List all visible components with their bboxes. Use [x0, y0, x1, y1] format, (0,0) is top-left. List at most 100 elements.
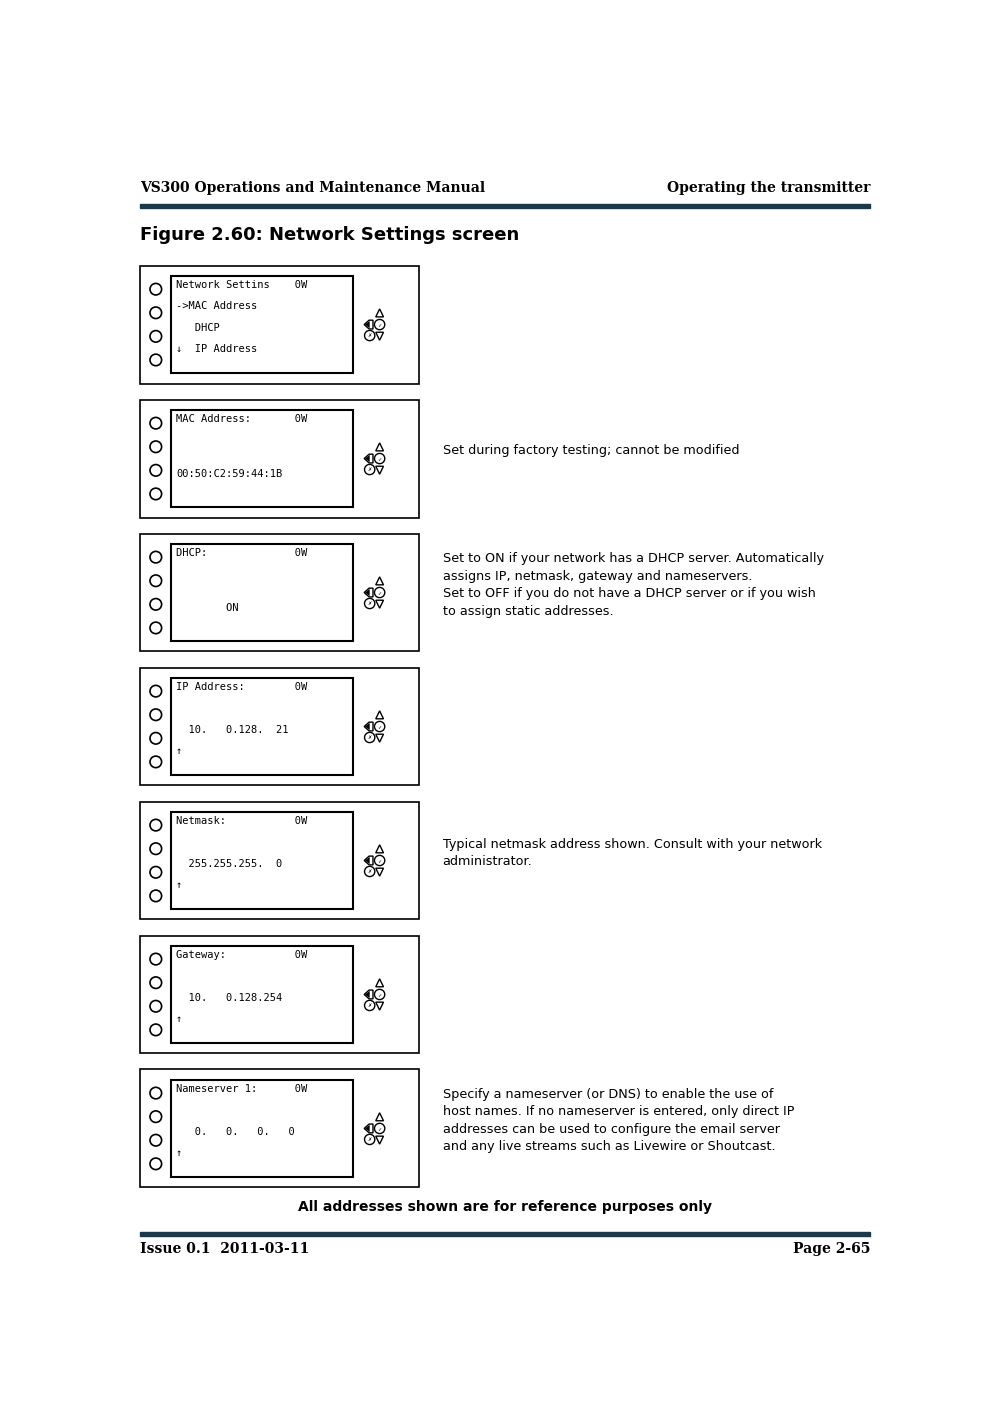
- Text: Gateway:           0W: Gateway: 0W: [176, 950, 308, 960]
- Text: ✗: ✗: [368, 869, 372, 874]
- Text: Nameserver 1:      0W: Nameserver 1: 0W: [176, 1084, 308, 1094]
- Polygon shape: [364, 1124, 373, 1133]
- Polygon shape: [364, 321, 373, 329]
- Text: 00:50:C2:59:44:1B: 00:50:C2:59:44:1B: [176, 469, 282, 479]
- Bar: [140, 399, 419, 517]
- Text: ✓: ✓: [378, 858, 382, 864]
- Text: ↑: ↑: [176, 1149, 182, 1159]
- Circle shape: [375, 989, 385, 999]
- Text: DHCP:              0W: DHCP: 0W: [176, 547, 308, 557]
- Bar: [172, 812, 353, 909]
- Polygon shape: [376, 600, 384, 608]
- Text: ✓: ✓: [378, 456, 382, 462]
- Circle shape: [375, 855, 385, 865]
- Text: Set during factory testing; cannot be modified: Set during factory testing; cannot be mo…: [443, 445, 740, 457]
- Text: ✗: ✗: [368, 467, 372, 472]
- Text: All addresses shown are for reference purposes only: All addresses shown are for reference pu…: [299, 1200, 712, 1214]
- Polygon shape: [376, 1113, 384, 1121]
- Text: Specify a nameserver (or DNS) to enable the use of
host names. If no nameserver : Specify a nameserver (or DNS) to enable …: [443, 1089, 794, 1153]
- Bar: [172, 544, 353, 641]
- Circle shape: [365, 1000, 375, 1010]
- Bar: [140, 801, 419, 919]
- Circle shape: [375, 453, 385, 463]
- Text: Typical netmask address shown. Consult with your network
administrator.: Typical netmask address shown. Consult w…: [443, 838, 821, 868]
- Bar: [140, 667, 419, 785]
- Text: ↑: ↑: [176, 747, 182, 757]
- Bar: [172, 678, 353, 775]
- Text: ✗: ✗: [368, 1137, 372, 1141]
- Text: ✗: ✗: [368, 1003, 372, 1007]
- Text: ON: ON: [176, 603, 239, 613]
- Bar: [140, 204, 871, 208]
- Circle shape: [365, 1134, 375, 1144]
- Polygon shape: [365, 589, 370, 596]
- Text: ↑: ↑: [176, 1015, 182, 1025]
- Polygon shape: [364, 856, 373, 865]
- Text: MAC Address:       0W: MAC Address: 0W: [176, 413, 308, 423]
- Circle shape: [375, 721, 385, 731]
- Text: ↑: ↑: [176, 881, 182, 891]
- Polygon shape: [376, 845, 384, 852]
- Text: ✗: ✗: [368, 333, 372, 338]
- Polygon shape: [376, 466, 384, 475]
- Bar: [140, 265, 419, 383]
- Circle shape: [375, 1123, 385, 1133]
- Circle shape: [365, 598, 375, 608]
- Polygon shape: [364, 722, 373, 731]
- Text: ✓: ✓: [378, 322, 382, 328]
- Circle shape: [365, 866, 375, 876]
- Bar: [172, 946, 353, 1043]
- Polygon shape: [365, 455, 370, 462]
- Polygon shape: [365, 321, 370, 328]
- Bar: [172, 1080, 353, 1177]
- Text: DHCP: DHCP: [176, 323, 220, 333]
- Polygon shape: [376, 711, 384, 718]
- Polygon shape: [365, 1124, 370, 1131]
- Text: ✗: ✗: [368, 601, 372, 606]
- Circle shape: [365, 465, 375, 475]
- Text: ↓  IP Address: ↓ IP Address: [176, 345, 257, 355]
- Text: ✗: ✗: [368, 735, 372, 740]
- Bar: [172, 276, 353, 373]
- Text: Set to ON if your network has a DHCP server. Automatically
assigns IP, netmask, : Set to ON if your network has a DHCP ser…: [443, 551, 823, 617]
- Text: 255.255.255.  0: 255.255.255. 0: [176, 859, 282, 869]
- Circle shape: [375, 319, 385, 329]
- Polygon shape: [364, 589, 373, 597]
- Text: Figure 2.60: Network Settings screen: Figure 2.60: Network Settings screen: [140, 227, 520, 245]
- Circle shape: [365, 331, 375, 341]
- Circle shape: [365, 732, 375, 742]
- Polygon shape: [365, 856, 370, 864]
- Circle shape: [375, 587, 385, 597]
- Bar: [140, 533, 419, 651]
- Polygon shape: [376, 979, 384, 986]
- Bar: [140, 1070, 419, 1187]
- Polygon shape: [376, 868, 384, 876]
- Text: Netmask:           0W: Netmask: 0W: [176, 817, 308, 826]
- Polygon shape: [376, 1136, 384, 1144]
- Text: Network Settins    0W: Network Settins 0W: [176, 279, 308, 289]
- Polygon shape: [364, 455, 373, 463]
- Polygon shape: [376, 443, 384, 450]
- Text: IP Address:        0W: IP Address: 0W: [176, 683, 308, 693]
- Polygon shape: [376, 1002, 384, 1010]
- Text: 10.   0.128.254: 10. 0.128.254: [176, 993, 282, 1003]
- Polygon shape: [376, 309, 384, 316]
- Text: ✓: ✓: [378, 1126, 382, 1131]
- Bar: [140, 1233, 871, 1235]
- Text: Issue 0.1  2011-03-11: Issue 0.1 2011-03-11: [140, 1243, 310, 1255]
- Bar: [140, 936, 419, 1053]
- Text: ✓: ✓: [378, 590, 382, 596]
- Polygon shape: [376, 734, 384, 742]
- Polygon shape: [365, 990, 370, 997]
- Text: ✓: ✓: [378, 992, 382, 998]
- Text: Operating the transmitter: Operating the transmitter: [667, 181, 871, 195]
- Polygon shape: [364, 990, 373, 999]
- Text: 10.   0.128.  21: 10. 0.128. 21: [176, 725, 289, 735]
- Polygon shape: [376, 577, 384, 584]
- Text: ->MAC Address: ->MAC Address: [176, 302, 257, 312]
- Text: VS300 Operations and Maintenance Manual: VS300 Operations and Maintenance Manual: [140, 181, 485, 195]
- Polygon shape: [365, 722, 370, 730]
- Polygon shape: [376, 332, 384, 341]
- Text: Page 2-65: Page 2-65: [793, 1243, 871, 1255]
- Text: ✓: ✓: [378, 724, 382, 730]
